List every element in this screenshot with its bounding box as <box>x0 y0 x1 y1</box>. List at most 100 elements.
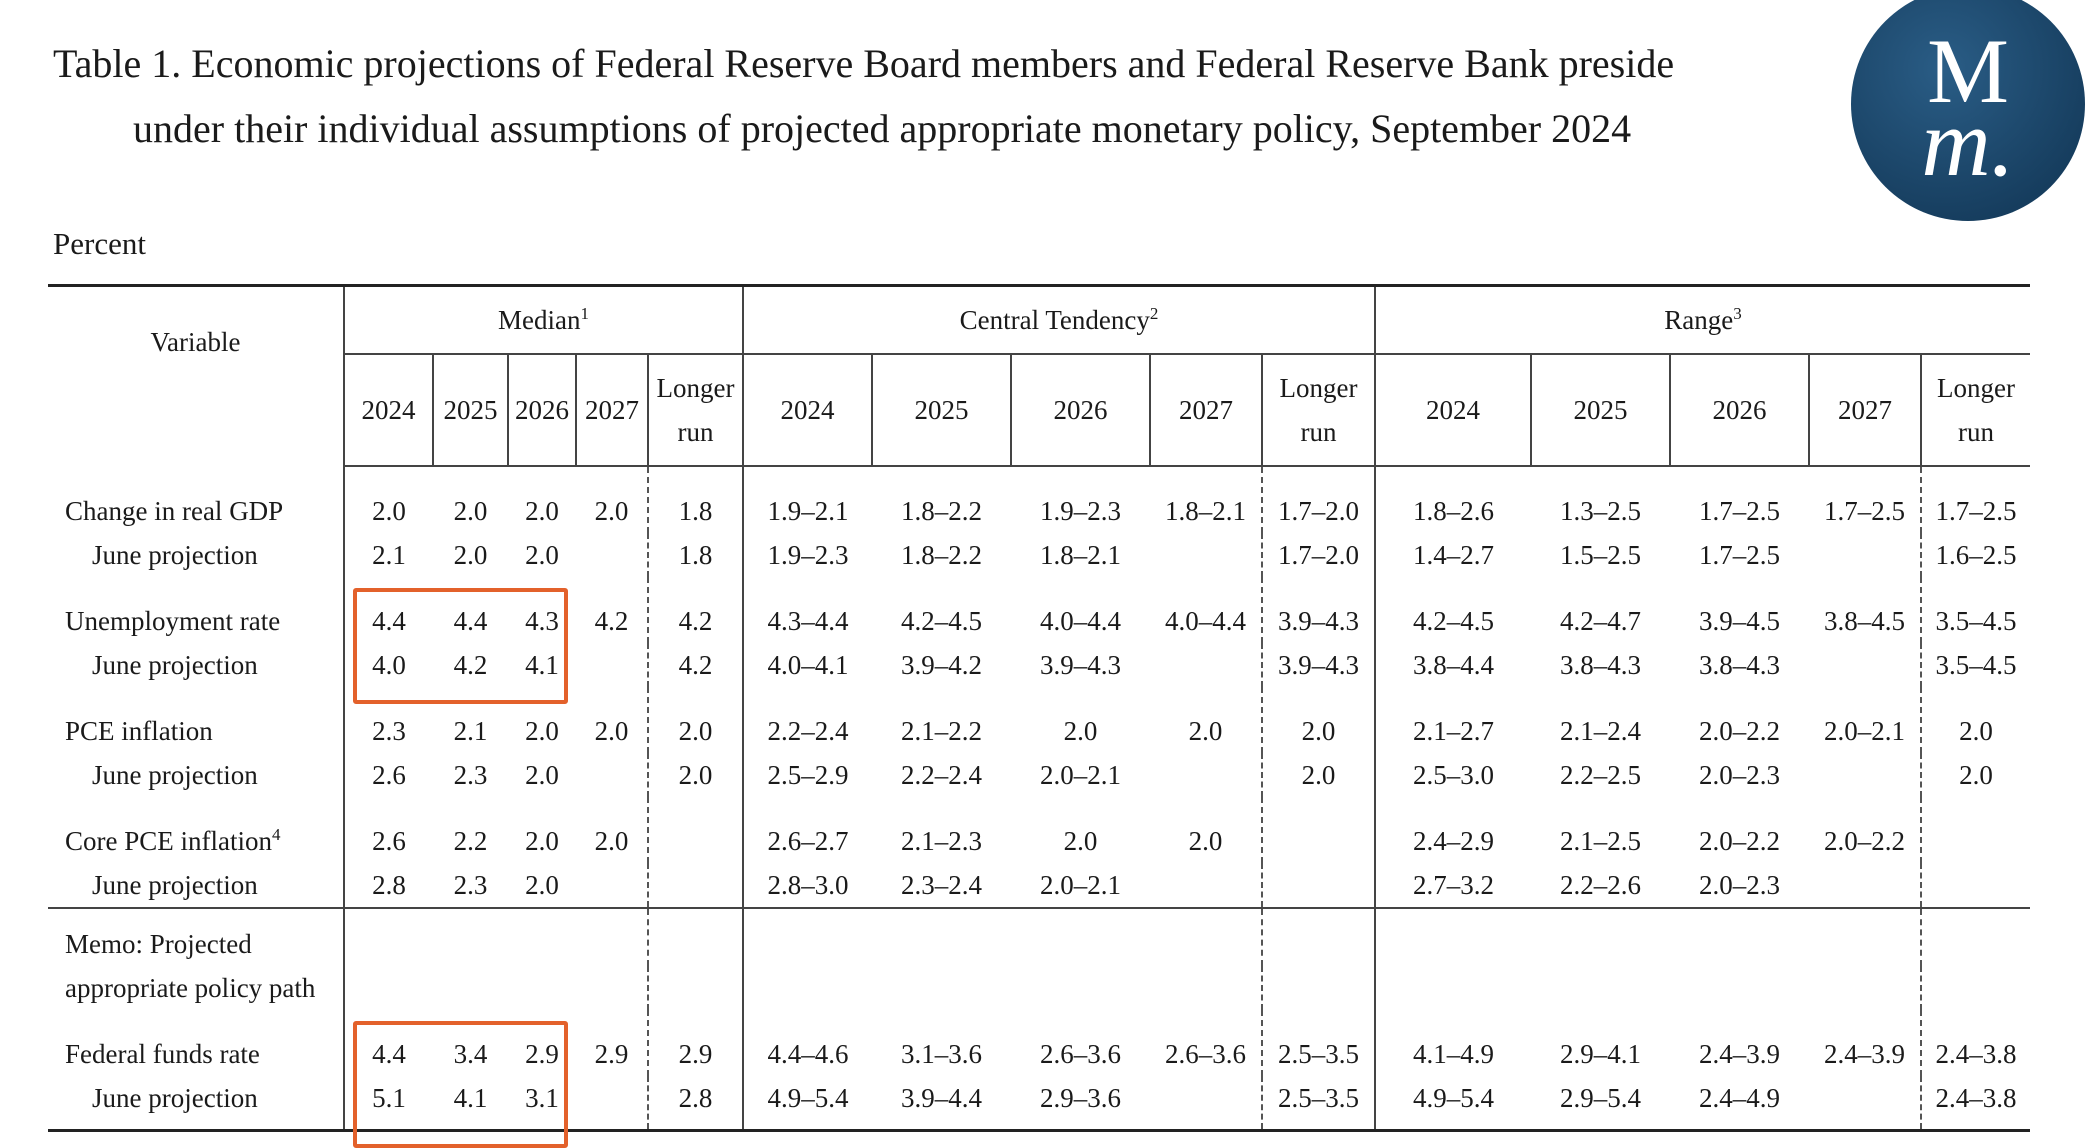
table-cell: 2.0 <box>647 687 743 753</box>
table-cell: 4.9–5.4 <box>742 1076 872 1131</box>
column-header: 2027 <box>575 354 648 467</box>
row-label: Core PCE inflation4 <box>48 797 345 863</box>
table-cell <box>1920 907 2030 966</box>
table-cell <box>1150 966 1262 1010</box>
logo-letter: m. <box>1921 89 2015 196</box>
group-header: Range3 <box>1374 285 2030 355</box>
table-cell <box>1809 643 1921 687</box>
table-cell: 4.2–4.5 <box>1374 577 1531 643</box>
row-label: June projection <box>48 753 345 797</box>
table-cell: 1.3–2.5 <box>1560 496 1641 526</box>
group-label: Central Tendency <box>959 304 1150 335</box>
table-cell: 2.8 <box>647 1076 743 1131</box>
row-label: Memo: Projected <box>48 907 345 966</box>
table-cell: 2.0–2.3 <box>1699 760 1780 790</box>
table-cell <box>1150 533 1262 577</box>
row-label-text: June projection <box>92 540 258 570</box>
column-header: Longer run <box>647 354 743 467</box>
table-cell: 1.6–2.5 <box>1920 533 2030 577</box>
table-cell <box>1531 907 1670 966</box>
table-cell: 2.3 <box>343 687 433 753</box>
table-cell: 3.9–4.3 <box>1261 643 1375 687</box>
table-cell <box>433 907 508 966</box>
row-label: Federal funds rate <box>48 1010 345 1076</box>
table-cell <box>1809 863 1921 908</box>
table-row: Federal funds rate 4.4 3.4 2.9 2.9 2.9 4.4–4.6… <box>48 1010 2030 1076</box>
table-cell: 4.0 <box>343 643 433 687</box>
table-cell: 1.7–2.0 <box>1261 466 1375 533</box>
table-row: appropriate policy path <box>48 966 2030 1010</box>
table-cell <box>576 863 648 908</box>
table-cell: 2.2–2.4 <box>901 760 982 790</box>
logo-letter: M <box>1927 20 2009 122</box>
table-cell <box>343 966 433 1010</box>
column-header: 2025 <box>432 354 508 467</box>
table-cell: 3.8–4.5 <box>1824 606 1905 636</box>
table-cell: 3.9–4.3 <box>1261 577 1375 643</box>
table-cell: 3.8–4.3 <box>1560 650 1641 680</box>
footnote-mark: 1 <box>580 303 589 323</box>
table-cell: 4.2 <box>647 643 743 687</box>
table-cell: 2.3 <box>453 870 488 900</box>
row-label: Change in real GDP <box>48 466 345 533</box>
column-header: Variable <box>48 285 345 466</box>
table-cell <box>647 797 743 863</box>
table-cell: 2.7–3.2 <box>1374 863 1531 908</box>
table-cell: 4.1–4.9 <box>1374 1010 1531 1076</box>
table-cell: 2.6–3.6 <box>1040 1039 1121 1069</box>
table-cell: 2.9–5.4 <box>1560 1083 1641 1113</box>
table-cell: 2.4–4.9 <box>1699 1083 1780 1113</box>
column-header: 2027 <box>1808 354 1921 467</box>
table-cell: 2.0 <box>525 826 559 856</box>
column-header: Longer run <box>1261 354 1375 467</box>
table-cell: 1.8–2.2 <box>901 496 982 526</box>
table-cell <box>1011 907 1150 966</box>
column-header: 2025 <box>871 354 1011 467</box>
table-cell: 2.1–2.5 <box>1560 826 1641 856</box>
table-cell: 2.6–2.7 <box>742 797 872 863</box>
table-cell: 2.0 <box>453 540 488 570</box>
table-cell: 2.0 <box>453 496 488 526</box>
column-header: 2026 <box>1010 354 1150 467</box>
table-cell: 2.5–3.0 <box>1374 753 1531 797</box>
table-cell: 4.3 <box>525 606 559 636</box>
table-row: Core PCE inflation4 2.6 2.2 2.0 2.0 2.6–2.7 2.… <box>48 797 2030 863</box>
projections-table: Variable Median1 Central Tendency2 Range3 20… <box>48 284 2030 1132</box>
table-cell <box>1670 966 1809 1010</box>
table-cell: 2.1–2.4 <box>1560 716 1641 746</box>
table-cell: 2.0 <box>594 826 629 856</box>
table-cell: 3.8–4.3 <box>1699 650 1780 680</box>
table-cell: 1.9–2.1 <box>742 466 872 533</box>
table-cell: 1.4–2.7 <box>1374 533 1531 577</box>
table-cell: 2.0–2.3 <box>1699 870 1780 900</box>
table-cell <box>1809 533 1921 577</box>
table-cell: 4.2–4.7 <box>1560 606 1641 636</box>
table-cell: 2.1 <box>453 716 488 746</box>
table-cell: 2.0–2.2 <box>1824 826 1905 856</box>
table-cell: 2.0 <box>525 716 559 746</box>
column-header: 2024 <box>1374 354 1531 467</box>
table-cell: 4.4 <box>343 577 433 643</box>
table-cell <box>1809 907 1921 966</box>
table-cell <box>343 907 433 966</box>
footnote-mark: 2 <box>1149 303 1159 323</box>
row-label: June projection <box>48 863 345 908</box>
row-label: June projection <box>48 533 345 577</box>
table-cell: 1.5–2.5 <box>1560 540 1641 570</box>
table-cell: 1.7–2.5 <box>1699 496 1780 526</box>
table-cell: 2.9–3.6 <box>1040 1083 1121 1113</box>
table-cell: 2.0–2.2 <box>1699 826 1780 856</box>
row-label-text: Federal funds rate <box>65 1039 260 1069</box>
table-cell: 2.2–2.4 <box>742 687 872 753</box>
table-cell <box>433 966 508 1010</box>
table-cell <box>872 966 1011 1010</box>
table-cell: 4.4 <box>453 606 488 636</box>
column-header: 2024 <box>343 354 433 467</box>
table-cell: 2.5–3.5 <box>1261 1010 1375 1076</box>
table-cell <box>872 907 1011 966</box>
table-cell <box>742 907 872 966</box>
table-cell: 2.5–2.9 <box>742 753 872 797</box>
table-cell: 2.3 <box>453 760 488 790</box>
table-cell: 2.0 <box>1920 687 2030 753</box>
table-row: June projection 2.1 2.0 2.0 1.8 1.9–2.3 1.8–2.… <box>48 533 2030 577</box>
